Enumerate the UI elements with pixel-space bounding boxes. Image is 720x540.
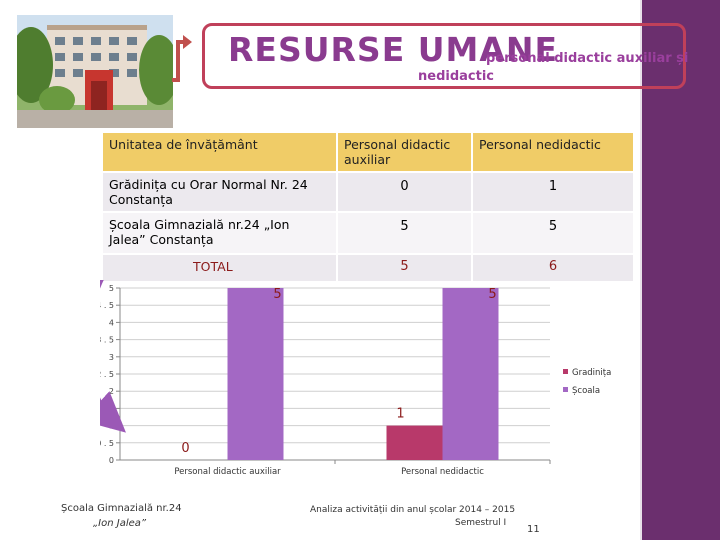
arrow-right-icon xyxy=(183,35,192,49)
school-photo xyxy=(17,15,173,128)
table-total-row: TOTAL 5 6 xyxy=(103,255,633,281)
chart-bar xyxy=(227,288,284,460)
footer-report-line2: Semestrul I xyxy=(455,518,507,528)
chart-data-label: 0 xyxy=(181,441,189,456)
legend-swatch xyxy=(563,387,568,392)
table-cell-ned: 1 xyxy=(473,173,633,211)
chart-x-axis: Personal didactic auxiliar Personal nedid… xyxy=(174,460,551,477)
x-category-label: Personal didactic auxiliar xyxy=(174,467,281,477)
page-title: RESURSE UMANE xyxy=(228,30,559,69)
legend-label: Școala xyxy=(572,386,600,396)
x-category-label: Personal nedidactic xyxy=(401,467,484,477)
title-connector-foot xyxy=(172,78,180,82)
page-number: 11 xyxy=(527,524,540,535)
header-cell-unit: Unitatea de învățământ xyxy=(103,133,336,171)
chart-bars xyxy=(227,288,499,460)
school-photo-illustration xyxy=(17,15,173,128)
title-connector xyxy=(176,40,188,82)
header-cell-aux: Personal didactic auxiliar xyxy=(338,133,471,171)
y-tick-label: 2 . 5 xyxy=(100,370,114,379)
table-cell-total-ned: 6 xyxy=(473,255,633,281)
legend-swatch xyxy=(563,369,568,374)
chart-data-label: 5 xyxy=(273,287,281,302)
y-tick-label: 4 . 5 xyxy=(100,301,114,310)
table-header-row: Unitatea de învățământ Personal didactic… xyxy=(103,133,633,171)
table-cell-unit: Școala Gimnazială nr.24 „Ion Jalea” Cons… xyxy=(103,213,336,253)
y-tick-label: 0 . 5 xyxy=(100,439,114,448)
chart-data-label: 5 xyxy=(488,287,496,302)
y-tick-label: 5 xyxy=(109,284,114,293)
footer-report-line1: Analiza activității din anul școlar 2014… xyxy=(310,505,516,515)
table-cell-aux: 0 xyxy=(338,173,471,211)
y-tick-label: 3 xyxy=(109,353,114,362)
table-cell-total-label: TOTAL xyxy=(103,255,336,281)
chart-bar xyxy=(442,288,499,460)
chart-data-label: 1 xyxy=(396,407,404,422)
table-cell-total-aux: 5 xyxy=(338,255,471,281)
y-tick-label: 1 xyxy=(109,422,114,431)
y-tick-label: 4 xyxy=(109,318,114,327)
title-frame xyxy=(202,23,686,89)
table-cell-ned: 5 xyxy=(473,213,633,253)
footer-school-line2: „Ion Jalea” xyxy=(93,518,147,529)
y-tick-label: 2 xyxy=(109,387,114,396)
table-cell-unit: Grădinița cu Orar Normal Nr. 24 Constanț… xyxy=(103,173,336,211)
y-tick-label: 3 . 5 xyxy=(100,336,114,345)
y-tick-label: 0 xyxy=(109,456,114,465)
page-subtitle-line1: personal didactic auxiliar și xyxy=(486,51,689,66)
right-decorative-band xyxy=(640,0,720,540)
legend-label: Gradinița xyxy=(572,368,611,378)
curved-arrow-icon xyxy=(100,280,126,433)
chart-legend: Gradinița Școala xyxy=(563,368,611,396)
table-cell-aux: 5 xyxy=(338,213,471,253)
footer-school-line1: Școala Gimnazială nr.24 xyxy=(61,503,182,514)
chart-bar xyxy=(386,425,443,460)
table-row: Școala Gimnazială nr.24 „Ion Jalea” Cons… xyxy=(103,213,633,253)
table-row: Grădinița cu Orar Normal Nr. 24 Constanț… xyxy=(103,173,633,211)
page-subtitle-line2: nedidactic xyxy=(418,69,494,84)
chart-data-labels: 0 1 5 5 xyxy=(181,287,496,456)
header-cell-ned: Personal nedidactic xyxy=(473,133,633,171)
band-divider xyxy=(640,0,642,540)
